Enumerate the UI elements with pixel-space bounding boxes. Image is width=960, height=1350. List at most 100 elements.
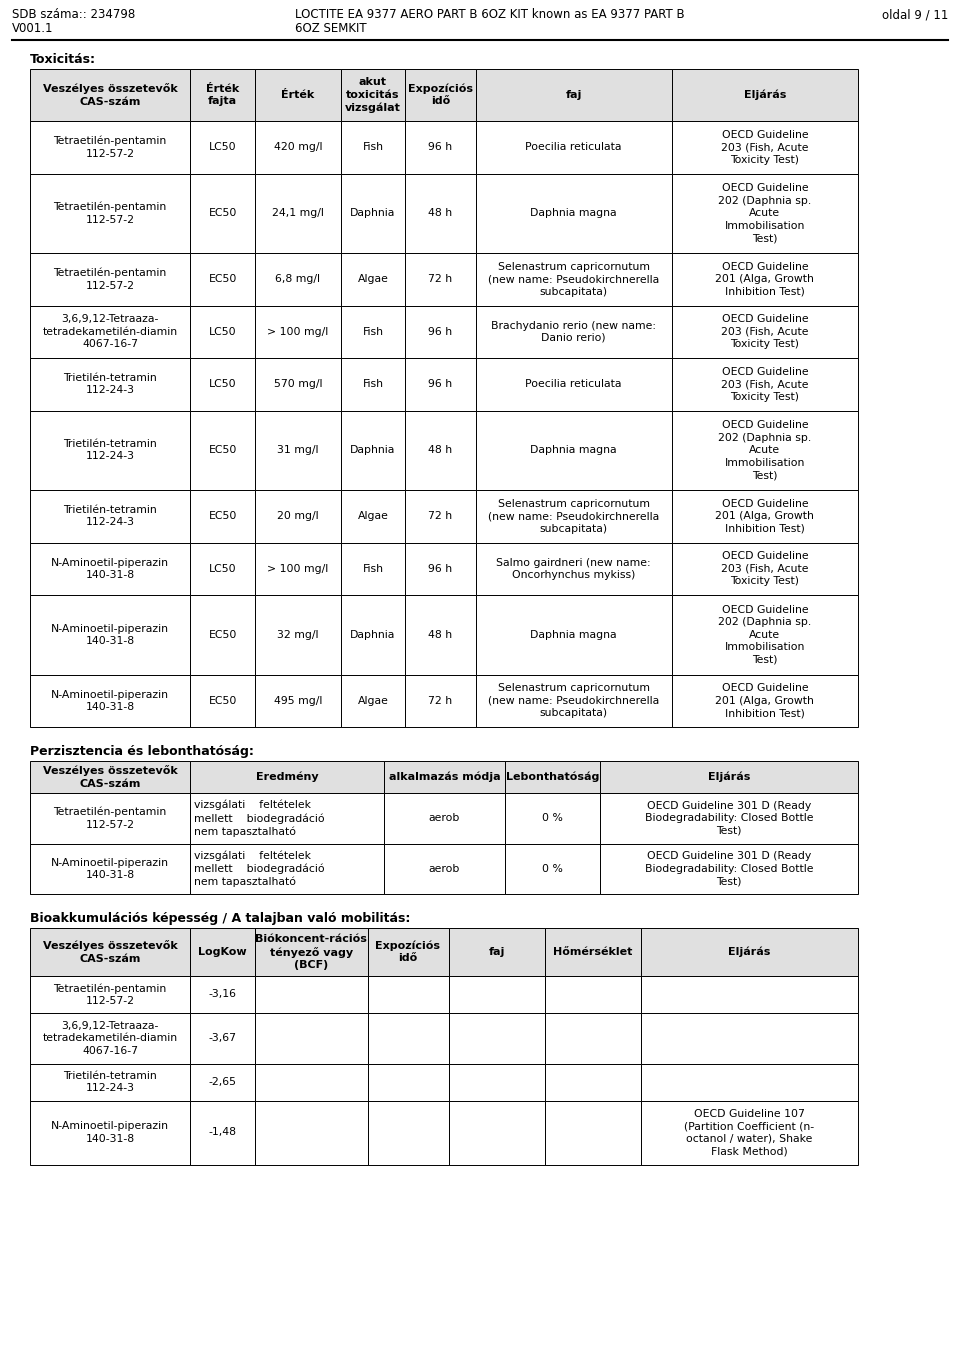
- Text: 6OZ SEMKIT: 6OZ SEMKIT: [295, 22, 367, 35]
- Bar: [448, 976, 544, 1012]
- Bar: [384, 792, 505, 844]
- Bar: [255, 927, 368, 976]
- Text: 0 %: 0 %: [542, 864, 563, 873]
- Bar: [341, 543, 405, 595]
- Text: Tetraetilén-pentamin
112-57-2: Tetraetilén-pentamin 112-57-2: [54, 983, 167, 1006]
- Bar: [600, 761, 858, 792]
- Text: OECD Guideline 107
(Partition Coefficient (n-
octanol / water), Shake
Flask Meth: OECD Guideline 107 (Partition Coefficien…: [684, 1108, 815, 1156]
- Bar: [405, 174, 475, 252]
- Text: OECD Guideline
202 (Daphnia sp.
Acute
Immobilisation
Test): OECD Guideline 202 (Daphnia sp. Acute Im…: [718, 184, 811, 243]
- Text: Fish: Fish: [362, 379, 383, 389]
- Text: faj: faj: [489, 946, 505, 957]
- Bar: [672, 305, 858, 358]
- Bar: [405, 490, 475, 543]
- Text: Algae: Algae: [357, 274, 389, 285]
- Bar: [405, 543, 475, 595]
- Text: Fish: Fish: [362, 327, 383, 336]
- Text: EC50: EC50: [208, 208, 237, 219]
- Text: 0 %: 0 %: [542, 813, 563, 823]
- Bar: [475, 410, 672, 490]
- Bar: [341, 675, 405, 728]
- Bar: [475, 543, 672, 595]
- Text: EC50: EC50: [208, 512, 237, 521]
- Bar: [505, 761, 600, 792]
- Text: Expozíciós
idő: Expozíciós idő: [408, 84, 473, 107]
- Bar: [30, 1100, 190, 1165]
- Bar: [190, 844, 384, 894]
- Text: Daphnia: Daphnia: [350, 446, 396, 455]
- Text: Daphnia: Daphnia: [350, 629, 396, 640]
- Text: OECD Guideline
203 (Fish, Acute
Toxicity Test): OECD Guideline 203 (Fish, Acute Toxicity…: [721, 551, 808, 586]
- Bar: [672, 490, 858, 543]
- Bar: [30, 410, 190, 490]
- Bar: [475, 305, 672, 358]
- Text: N-Aminoetil-piperazin
140-31-8: N-Aminoetil-piperazin 140-31-8: [51, 1122, 169, 1143]
- Bar: [405, 122, 475, 174]
- Bar: [405, 69, 475, 122]
- Text: Trietilén-tetramin
112-24-3: Trietilén-tetramin 112-24-3: [63, 505, 157, 528]
- Bar: [641, 1064, 858, 1100]
- Bar: [641, 927, 858, 976]
- Text: Veszélyes összetevők
CAS-szám: Veszélyes összetevők CAS-szám: [43, 765, 178, 788]
- Bar: [475, 122, 672, 174]
- Text: OECD Guideline
202 (Daphnia sp.
Acute
Immobilisation
Test): OECD Guideline 202 (Daphnia sp. Acute Im…: [718, 420, 811, 481]
- Text: 420 mg/l: 420 mg/l: [274, 142, 322, 153]
- Bar: [405, 358, 475, 410]
- Bar: [368, 976, 448, 1012]
- Text: 72 h: 72 h: [428, 512, 452, 521]
- Bar: [544, 976, 641, 1012]
- Bar: [30, 69, 190, 122]
- Bar: [448, 1100, 544, 1165]
- Bar: [405, 252, 475, 305]
- Text: Tetraetilén-pentamin
112-57-2: Tetraetilén-pentamin 112-57-2: [54, 807, 167, 830]
- Bar: [600, 792, 858, 844]
- Bar: [255, 675, 341, 728]
- Bar: [405, 595, 475, 675]
- Text: Trietilén-tetramin
112-24-3: Trietilén-tetramin 112-24-3: [63, 1071, 157, 1094]
- Bar: [672, 122, 858, 174]
- Text: -3,16: -3,16: [208, 990, 236, 999]
- Bar: [190, 410, 255, 490]
- Text: 48 h: 48 h: [428, 208, 452, 219]
- Text: OECD Guideline 301 D (Ready
Biodegradability: Closed Bottle
Test): OECD Guideline 301 D (Ready Biodegradabi…: [644, 801, 813, 836]
- Bar: [384, 761, 505, 792]
- Text: Eredmény: Eredmény: [255, 772, 319, 782]
- Bar: [341, 174, 405, 252]
- Text: Tetraetilén-pentamin
112-57-2: Tetraetilén-pentamin 112-57-2: [54, 201, 167, 224]
- Bar: [341, 122, 405, 174]
- Bar: [255, 1012, 368, 1064]
- Text: Brachydanio rerio (new name:
Danio rerio): Brachydanio rerio (new name: Danio rerio…: [492, 320, 656, 343]
- Bar: [672, 252, 858, 305]
- Text: OECD Guideline
201 (Alga, Growth
Inhibition Test): OECD Guideline 201 (Alga, Growth Inhibit…: [715, 262, 814, 297]
- Text: 96 h: 96 h: [428, 327, 452, 336]
- Bar: [641, 1100, 858, 1165]
- Bar: [30, 675, 190, 728]
- Bar: [190, 490, 255, 543]
- Text: 20 mg/l: 20 mg/l: [276, 512, 319, 521]
- Text: Érték
fajta: Érték fajta: [206, 84, 239, 107]
- Bar: [448, 927, 544, 976]
- Text: SDB száma:: 234798: SDB száma:: 234798: [12, 8, 135, 22]
- Text: vizsgálati    feltételek
mellett    biodegradáció
nem tapasztalható: vizsgálati feltételek mellett biodegradá…: [194, 801, 324, 837]
- Bar: [30, 305, 190, 358]
- Bar: [341, 595, 405, 675]
- Text: OECD Guideline 301 D (Ready
Biodegradability: Closed Bottle
Test): OECD Guideline 301 D (Ready Biodegradabi…: [644, 852, 813, 886]
- Bar: [341, 358, 405, 410]
- Bar: [475, 174, 672, 252]
- Text: Selenastrum capricornutum
(new name: Pseudokirchnerella
subcapitata): Selenastrum capricornutum (new name: Pse…: [488, 683, 660, 718]
- Bar: [544, 1064, 641, 1100]
- Bar: [368, 1064, 448, 1100]
- Text: LOCTITE EA 9377 AERO PART B 6OZ KIT known as EA 9377 PART B: LOCTITE EA 9377 AERO PART B 6OZ KIT know…: [295, 8, 684, 22]
- Bar: [190, 305, 255, 358]
- Bar: [30, 174, 190, 252]
- Text: > 100 mg/l: > 100 mg/l: [267, 327, 328, 336]
- Bar: [368, 927, 448, 976]
- Bar: [255, 976, 368, 1012]
- Text: 24,1 mg/l: 24,1 mg/l: [272, 208, 324, 219]
- Text: 32 mg/l: 32 mg/l: [277, 629, 319, 640]
- Bar: [475, 595, 672, 675]
- Bar: [448, 1012, 544, 1064]
- Bar: [255, 1064, 368, 1100]
- Text: N-Aminoetil-piperazin
140-31-8: N-Aminoetil-piperazin 140-31-8: [51, 624, 169, 645]
- Bar: [672, 69, 858, 122]
